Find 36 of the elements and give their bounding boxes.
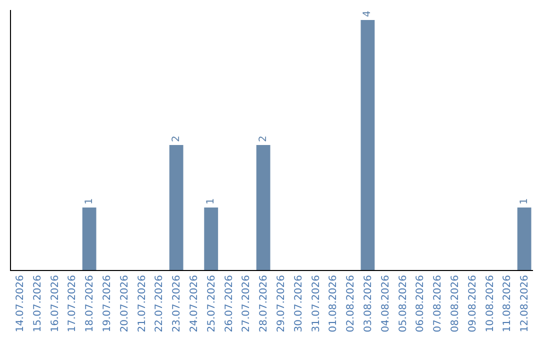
x-tick-label: 05.08.2026 <box>398 275 409 332</box>
x-tick-label: 01.08.2026 <box>328 275 340 332</box>
x-tick-label: 26.07.2026 <box>224 275 235 332</box>
x-tick-label: 16.07.2026 <box>50 275 61 332</box>
x-tick-label: 17.07.2026 <box>67 275 78 332</box>
x-tick-label: 27.07.2026 <box>241 275 252 332</box>
x-tick-label: 21.07.2026 <box>136 275 148 332</box>
x-tick-label: 12.08.2026 <box>520 275 531 332</box>
x-tick-label: 09.08.2026 <box>467 275 478 332</box>
x-tick-label: 07.08.2026 <box>432 275 444 332</box>
x-tick-label: 31.07.2026 <box>310 275 322 332</box>
x-tick-label: 23.07.2026 <box>172 275 183 332</box>
x-tick-label: 03.08.2026 <box>362 275 374 332</box>
x-tick-label: 14.07.2026 <box>14 275 26 332</box>
x-tick-label: 06.08.2026 <box>415 275 426 332</box>
data-label: 1 <box>84 198 95 204</box>
data-label: 2 <box>258 136 269 142</box>
x-tick-label: 30.07.2026 <box>293 275 304 332</box>
data-label: 1 <box>206 198 217 204</box>
x-tick-label: 29.07.2026 <box>276 275 287 332</box>
x-tick-label: 10.08.2026 <box>484 275 496 332</box>
x-tick-label: 25.07.2026 <box>206 275 218 332</box>
x-tick-label: 15.07.2026 <box>32 275 44 332</box>
x-tick-label: 24.07.2026 <box>188 275 200 332</box>
data-label: 1 <box>518 198 530 204</box>
x-tick-label: 08.08.2026 <box>450 275 461 332</box>
x-tick-label: 04.08.2026 <box>380 275 392 332</box>
x-tick-label: 02.08.2026 <box>346 275 357 332</box>
x-tick-label: 22.07.2026 <box>154 275 166 332</box>
data-label: 2 <box>170 136 182 142</box>
x-tick-label: 19.07.2026 <box>102 275 113 332</box>
data-label: 4 <box>362 10 374 17</box>
x-tick-label: 18.07.2026 <box>84 275 96 332</box>
x-tick-label: 11.08.2026 <box>502 275 514 332</box>
x-tick-label: 20.07.2026 <box>119 275 130 332</box>
x-tick-label: 28.07.2026 <box>258 275 270 332</box>
